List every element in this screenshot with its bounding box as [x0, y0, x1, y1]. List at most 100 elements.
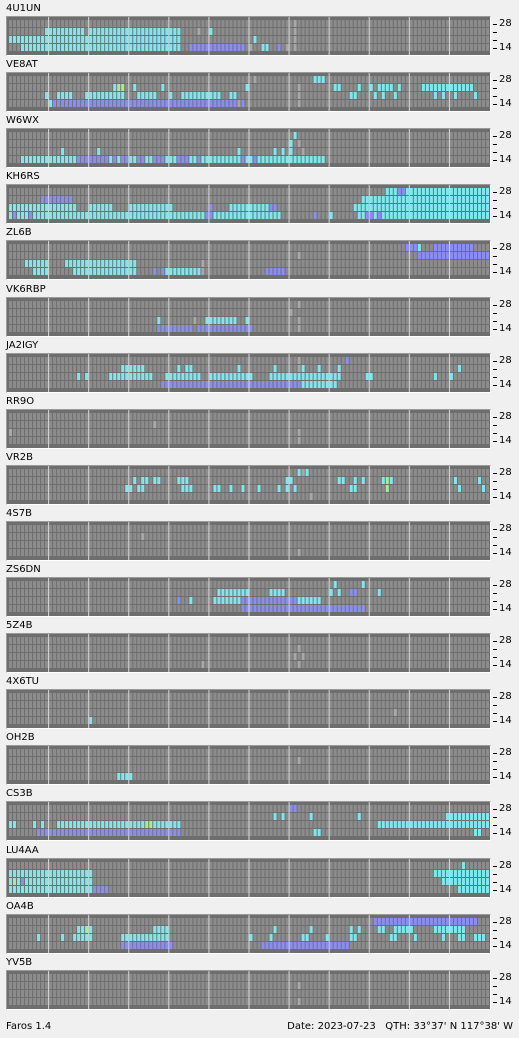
signal-cell — [169, 156, 173, 164]
signal-cell — [125, 829, 129, 837]
signal-cell — [217, 484, 221, 492]
signal-cell — [445, 877, 449, 885]
signal-cell — [297, 356, 301, 364]
signal-cell — [65, 829, 69, 837]
signal-cell — [189, 597, 193, 604]
signal-cell — [249, 204, 253, 212]
scale-bottom-label: 14 — [499, 995, 512, 1007]
signal-cell — [89, 156, 93, 164]
signal-cell — [417, 212, 421, 220]
scale-tick — [493, 40, 497, 41]
signal-cell — [153, 156, 157, 164]
scale-tick — [493, 873, 497, 875]
signal-cell — [437, 196, 441, 204]
signal-cell — [205, 324, 209, 332]
signal-cell — [305, 380, 309, 388]
signal-cell — [101, 100, 105, 108]
signal-cell — [273, 364, 277, 372]
signal-grid — [6, 633, 491, 674]
signal-cell — [197, 372, 201, 380]
signal-cell — [109, 372, 113, 380]
signal-cell — [9, 428, 13, 436]
signal-cell — [437, 84, 441, 92]
signal-cell — [57, 877, 61, 885]
signal-cell — [73, 877, 77, 885]
signal-cell — [65, 196, 69, 204]
signal-cell — [377, 204, 381, 212]
signal-cell — [237, 44, 241, 51]
signal-cell — [357, 605, 361, 612]
signal-cell — [145, 941, 149, 949]
signal-cell — [145, 156, 149, 164]
signal-cell — [17, 877, 21, 885]
signal-cell — [165, 933, 169, 941]
signal-cell — [389, 212, 393, 220]
signal-cell — [57, 869, 61, 877]
signal-cell — [81, 877, 85, 885]
signal-cell — [49, 869, 53, 877]
signal-cell — [81, 925, 85, 933]
signal-cell — [225, 44, 229, 51]
signal-cell — [57, 885, 61, 893]
signal-cell — [101, 44, 105, 51]
signal-cell — [233, 597, 237, 604]
signal-cell — [157, 100, 161, 108]
signal-cell — [257, 204, 261, 212]
signal-cell — [129, 941, 133, 949]
signal-cell — [237, 597, 241, 604]
signal-cell — [81, 100, 85, 108]
signal-cell — [313, 597, 317, 604]
signal-cell — [209, 212, 213, 220]
beacon-panel-rr9o: RR9O 28 14 — [0, 395, 519, 451]
signal-cell — [49, 196, 53, 204]
signal-cell — [177, 476, 181, 484]
signal-cell — [229, 100, 233, 108]
signal-cell — [93, 268, 97, 276]
signal-cell — [81, 869, 85, 877]
signal-cell — [405, 925, 409, 933]
date-qth-readout: Date: 2023-07-23 QTH: 33°37' N 117°38' W — [287, 1016, 513, 1038]
signal-cell — [433, 196, 437, 204]
signal-cell — [45, 877, 49, 885]
signal-cell — [77, 44, 81, 51]
beacon-panel-cs3b: CS3B 28 14 — [0, 787, 519, 843]
scale-tick — [493, 585, 497, 586]
signal-cell — [321, 372, 325, 380]
signal-cell — [181, 100, 185, 108]
signal-cell — [113, 268, 117, 276]
signal-cell — [97, 821, 101, 829]
signal-cell — [153, 420, 157, 428]
signal-cell — [441, 244, 445, 252]
frequency-scale: 28 14 — [493, 858, 519, 898]
signal-cell — [465, 212, 469, 220]
beacon-panel-w6wx: W6WX 28 14 — [0, 114, 519, 170]
signal-cell — [405, 917, 409, 925]
signal-cell — [125, 821, 129, 829]
signal-cell — [185, 380, 189, 388]
signal-cell — [317, 76, 321, 84]
signal-cell — [121, 28, 125, 35]
signal-cell — [437, 212, 441, 220]
signal-cell — [45, 268, 49, 276]
signal-cell — [221, 589, 225, 596]
signal-cell — [81, 933, 85, 941]
signal-cell — [233, 212, 237, 220]
signal-cell — [281, 148, 285, 156]
signal-cell — [121, 773, 125, 781]
signal-cell — [93, 204, 97, 212]
signal-cell — [125, 36, 129, 43]
signal-cell — [349, 605, 353, 612]
signal-cell — [145, 100, 149, 108]
signal-cell — [197, 44, 201, 51]
signal-cell — [445, 252, 449, 260]
signal-cell — [93, 829, 97, 837]
signal-cell — [313, 156, 317, 164]
signal-cell — [485, 821, 489, 829]
signal-cell — [117, 821, 121, 829]
signal-cell — [137, 484, 141, 492]
signal-cell — [453, 869, 457, 877]
signal-cell — [277, 268, 281, 276]
signal-cell — [77, 885, 81, 893]
signal-cell — [473, 877, 477, 885]
signal-cell — [21, 885, 25, 893]
